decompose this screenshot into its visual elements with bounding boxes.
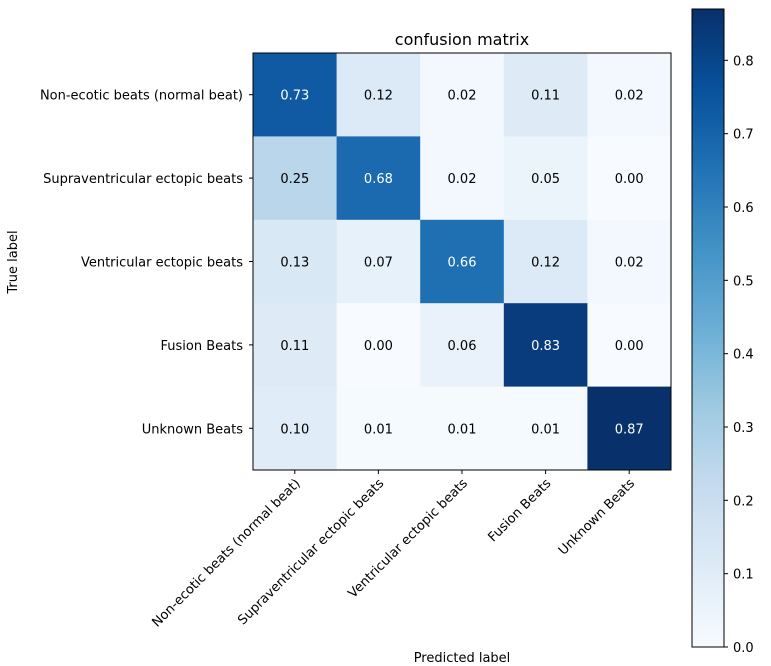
y-tick-label: Supraventricular ectopic beats: [43, 172, 243, 187]
colorbar-tick-label: 0.7: [733, 128, 754, 143]
heatmap-cell: [336, 219, 421, 304]
colorbar-tick-label: 0.3: [733, 421, 754, 436]
cell-value-label: 0.02: [448, 172, 477, 187]
cell-value-label: 0.12: [531, 256, 560, 271]
colorbar-tick-label: 0.1: [733, 568, 754, 583]
heatmap-cell: [587, 219, 672, 304]
cell-value-label: 0.05: [531, 172, 560, 187]
colorbar-tick-label: 0.6: [733, 201, 754, 216]
colorbar-tick-label: 0.4: [733, 348, 754, 363]
y-axis-ticks: Non-ecotic beats (normal beat) Supraventr…: [40, 89, 253, 437]
cell-value-label: 0.87: [615, 422, 644, 437]
cell-value-labels: 0.73 0.12 0.02 0.11 0.02 0.25 0.68 0.02 0.05 0.00…: [280, 89, 643, 438]
heatmap-cell: [253, 136, 338, 221]
chart-title: confusion matrix: [395, 30, 529, 49]
heatmap-cell: [503, 303, 588, 388]
x-tick-label: Unknown Beats: [556, 476, 638, 558]
heatmap-cell: [253, 303, 338, 388]
y-tick-label: Unknown Beats: [142, 422, 243, 437]
heatmap-cell: [253, 53, 338, 137]
heatmap-cell: [253, 219, 338, 304]
heatmap-cell: [503, 386, 588, 471]
heatmap-cell: [420, 136, 505, 221]
x-tick-label: Non-ecotic beats (normal beat): [149, 476, 303, 630]
x-tick-label: Fusion Beats: [486, 476, 555, 545]
heatmap-cell: [336, 303, 421, 388]
colorbar-tick-label: 0.8: [733, 54, 754, 69]
cell-value-label: 0.83: [531, 339, 560, 354]
cell-value-label: 0.11: [280, 339, 309, 354]
colorbar-tick-label: 0.5: [733, 274, 754, 289]
cell-value-label: 0.00: [615, 339, 644, 354]
colorbar: [691, 8, 725, 648]
x-tick-label: Supraventricular ectopic beats: [235, 476, 387, 628]
heatmap-cells: [253, 53, 672, 471]
heatmap-cell: [587, 136, 672, 221]
cell-value-label: 0.13: [280, 256, 309, 271]
x-axis-ticks: Non-ecotic beats (normal beat)Supraventr…: [149, 470, 638, 630]
cell-value-label: 0.06: [448, 339, 477, 354]
cell-value-label: 0.11: [531, 89, 560, 104]
heatmap-cell: [336, 386, 421, 471]
cell-value-label: 0.01: [364, 422, 393, 437]
cell-value-label: 0.25: [280, 172, 309, 187]
cell-value-label: 0.02: [615, 256, 644, 271]
heatmap-cell: [503, 136, 588, 221]
colorbar-tick-label: 0.2: [733, 494, 754, 509]
y-axis-label: True label: [6, 230, 21, 294]
cell-value-label: 0.68: [364, 172, 393, 187]
cell-value-label: 0.10: [280, 422, 309, 437]
colorbar-ticks: 0.0 0.1 0.2 0.3 0.4 0.5 0.6 0.7 0.8: [724, 54, 754, 656]
cell-value-label: 0.00: [364, 339, 393, 354]
cell-value-label: 0.01: [448, 422, 477, 437]
heatmap-cell: [420, 53, 505, 137]
heatmap-cell: [503, 219, 588, 304]
heatmap-cell: [503, 53, 588, 137]
heatmap-cell: [587, 303, 672, 388]
colorbar-tick-label: 0.0: [733, 641, 754, 656]
cell-value-label: 0.02: [615, 89, 644, 104]
heatmap-cell: [587, 53, 672, 137]
cell-value-label: 0.73: [280, 89, 309, 104]
y-tick-label: Fusion Beats: [161, 339, 244, 354]
x-axis-label: Predicted label: [414, 651, 511, 666]
y-tick-label: Ventricular ectopic beats: [81, 256, 243, 271]
cell-value-label: 0.66: [448, 256, 477, 271]
cell-value-label: 0.07: [364, 256, 393, 271]
heatmap-cell: [336, 136, 421, 221]
cell-value-label: 0.00: [615, 172, 644, 187]
heatmap-cell: [420, 219, 505, 304]
heatmap-cell: [336, 53, 421, 137]
cell-value-label: 0.01: [531, 422, 560, 437]
heatmap-cell: [587, 386, 672, 471]
cell-value-label: 0.12: [364, 89, 393, 104]
y-tick-label: Non-ecotic beats (normal beat): [40, 89, 243, 104]
heatmap-cell: [253, 386, 338, 471]
heatmap-cell: [420, 303, 505, 388]
cell-value-label: 0.02: [448, 89, 477, 104]
heatmap-cell: [420, 386, 505, 471]
